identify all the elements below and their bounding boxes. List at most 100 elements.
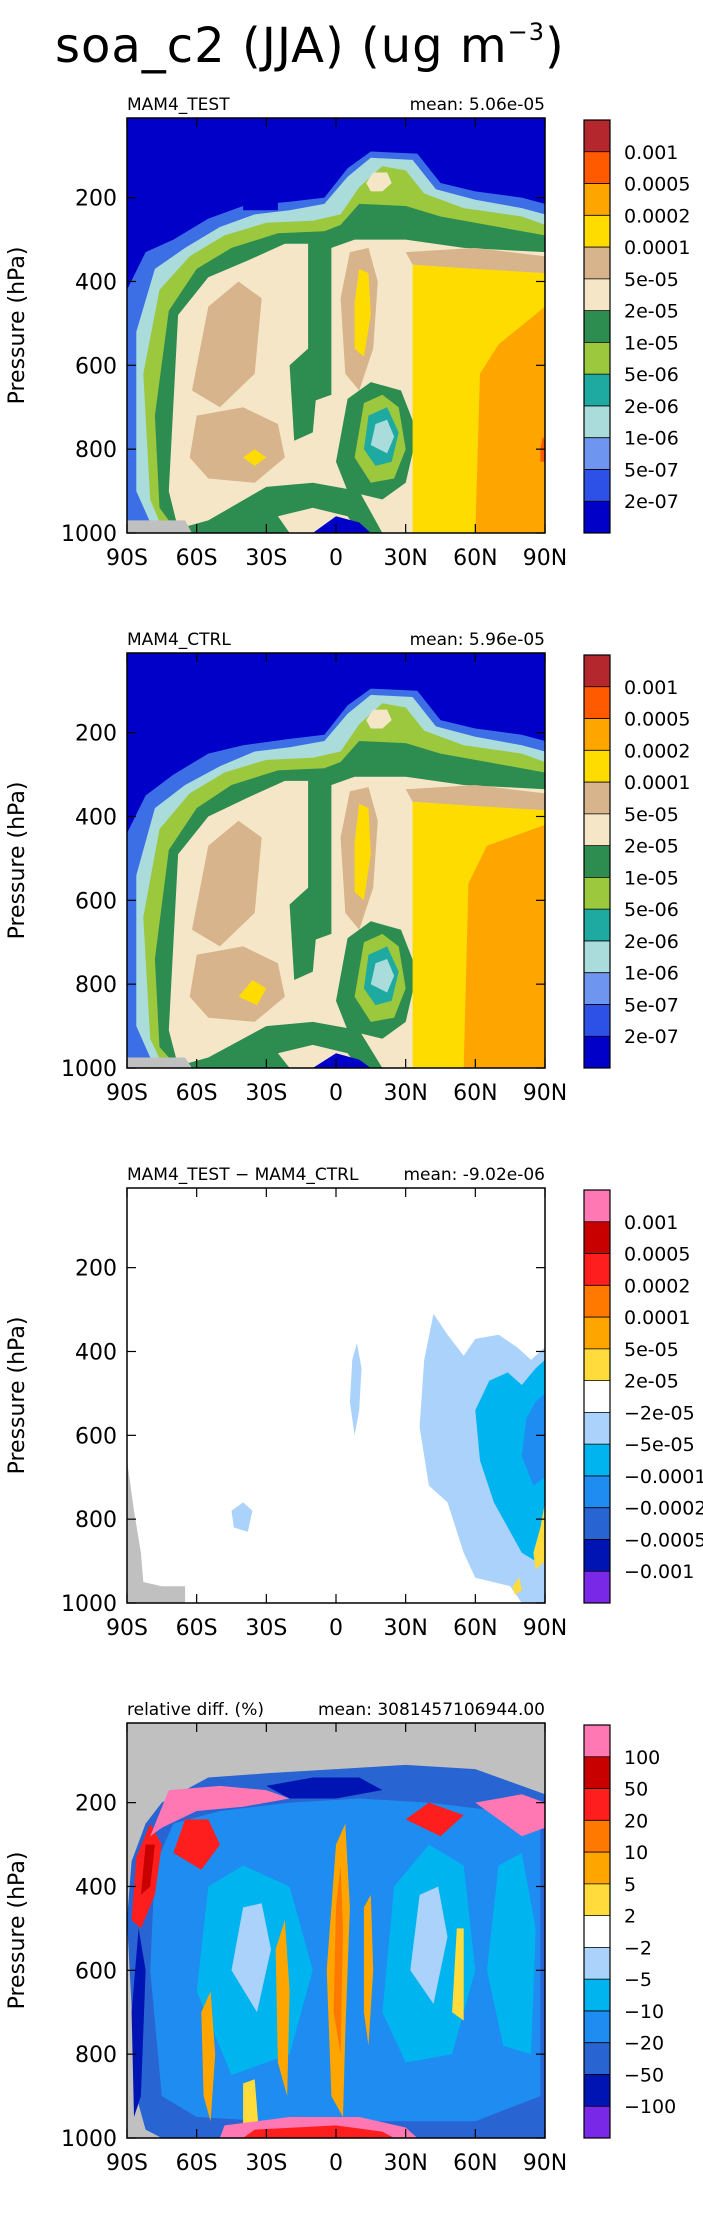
contour-region	[486, 1852, 536, 2055]
colorbar-frame	[583, 654, 611, 1069]
contour-region	[201, 1991, 216, 2122]
contour-region	[289, 348, 318, 441]
contour-region	[366, 709, 392, 729]
panel-mean: mean: -9.02e-06	[403, 1165, 545, 1185]
y-tick-label: 200	[75, 1792, 117, 1817]
contour-region	[363, 1894, 374, 2046]
contour-region	[131, 1928, 146, 2117]
colorbar-label: 0.001	[624, 1212, 678, 1234]
x-tick-label: 0	[329, 546, 343, 571]
plot-area	[127, 1723, 545, 2138]
colorbar-label: 1e-06	[624, 963, 679, 985]
colorbar-swatch	[584, 1979, 610, 2012]
colorbar-swatch	[584, 2074, 610, 2107]
contour-region	[521, 1393, 545, 1486]
contour-region	[192, 820, 262, 947]
colorbar-swatch	[584, 1883, 610, 1917]
colorbar-frame	[583, 119, 611, 534]
x-tick-label: 60S	[176, 2151, 218, 2176]
x-tick-label: 60N	[453, 2151, 497, 2176]
contour-region	[189, 946, 285, 1022]
colorbar-label: −0.001	[624, 1561, 694, 1583]
x-tick-label: 60S	[176, 546, 218, 571]
colorbar-swatch	[584, 782, 610, 815]
colorbar-label: 1e-05	[624, 867, 679, 889]
colorbar-swatch	[584, 1036, 610, 1069]
contour-region	[349, 1343, 362, 1436]
panel-title: relative diff. (%)	[127, 1700, 264, 1720]
y-tick-label: 1000	[61, 522, 117, 547]
colorbar-label: 0.0005	[624, 709, 690, 731]
colorbar-swatch	[584, 940, 610, 974]
colorbar-label: 20	[624, 1810, 648, 1832]
y-tick-label: 600	[75, 354, 117, 379]
contour-region	[231, 1903, 271, 2013]
y-tick-label: 1000	[61, 1057, 117, 1082]
colorbar-swatch	[584, 1571, 610, 1604]
contour-region	[312, 516, 371, 533]
x-tick-label: 90N	[523, 2151, 567, 2176]
contour-region	[370, 959, 395, 993]
colorbar-swatch	[584, 1820, 610, 1853]
contour-region	[452, 1928, 464, 2021]
colorbar-label: −5e-05	[624, 1434, 695, 1456]
contour-region	[140, 1844, 155, 1895]
colorbar-label: 2e-05	[624, 836, 679, 858]
x-tick-label: 90S	[106, 1616, 148, 1641]
y-tick-label: 400	[75, 270, 117, 295]
x-tick-label: 30N	[383, 1616, 427, 1641]
colorbar-label: −0.0002	[624, 1498, 703, 1520]
colorbar-swatch	[584, 718, 610, 751]
colorbar: 0.001 0.0005 0.0002 0.0001 5e-05 2e-05 1e-05 5e…	[583, 119, 690, 534]
colorbar-swatch	[584, 2042, 610, 2075]
contour-region	[243, 2125, 395, 2138]
y-tick-label: 1000	[61, 2127, 117, 2152]
panel-title: MAM4_TEST	[127, 95, 230, 115]
panel-svg: 90S 60S 30S 0 30N 60N 90N 200 400 600 800 1000 Press…	[5, 1700, 676, 2176]
colorbar-swatch	[584, 1317, 610, 1350]
colorbar-swatch	[584, 1915, 610, 1948]
colorbar-label: 2e-07	[624, 1026, 679, 1048]
colorbar-label: −50	[624, 2064, 664, 2086]
colorbar-label: 0.0005	[624, 174, 690, 196]
x-tick-label: 0	[329, 1616, 343, 1641]
colorbar-swatch	[584, 1444, 610, 1477]
colorbar-swatch	[584, 877, 610, 910]
colorbar-swatch	[584, 1756, 610, 1789]
x-tick-label: 30S	[245, 1081, 287, 1106]
colorbar-label: −0.0001	[624, 1466, 703, 1488]
colorbar-swatch	[584, 2106, 610, 2139]
colorbar-swatch	[584, 183, 610, 216]
colorbar-label: 50	[624, 1779, 648, 1801]
colorbar: 100 50 20 10 5 2 −2 −5 −10 −20 −50 −100	[583, 1724, 676, 2139]
figure-title: soa_c2 (JJA) (ug m−3)	[55, 2, 565, 76]
x-tick-label: 90N	[523, 1616, 567, 1641]
panel-svg: 90S 60S 30S 0 30N 60N 90N 200 400 600 800 1000 Press…	[5, 95, 690, 571]
colorbar-swatch	[584, 120, 610, 153]
contour-region	[410, 1886, 448, 2004]
colorbar-swatch	[584, 437, 610, 470]
colorbar-label: 2e-05	[624, 1371, 679, 1393]
colorbar-label: 0.001	[624, 677, 678, 699]
colorbar-label: 5e-07	[624, 994, 679, 1016]
contour-region	[266, 1777, 383, 1799]
colorbar-label: −2e-05	[624, 1402, 695, 1424]
colorbar-swatch	[584, 1221, 610, 1254]
colorbar-swatch	[584, 972, 610, 1005]
panel-mean: mean: 5.06e-05	[410, 95, 545, 115]
contour-region	[463, 824, 545, 1068]
colorbar-label: 0.0005	[624, 1244, 690, 1266]
colorbar-swatch	[584, 813, 610, 847]
colorbar: 0.001 0.0005 0.0002 0.0001 5e-05 2e-05 −2e-05 −…	[583, 1189, 703, 1604]
colorbar-label: 100	[624, 1747, 660, 1769]
contour-region	[150, 1785, 290, 1837]
colorbar-swatch	[584, 1788, 610, 1821]
y-tick-label: 800	[75, 2043, 117, 2068]
colorbar-swatch	[584, 1380, 610, 1413]
contour-region	[312, 1053, 371, 1068]
panel-title: MAM4_CTRL	[127, 630, 231, 650]
colorbar-label: 0.0001	[624, 772, 690, 794]
colorbar-swatch	[584, 1348, 610, 1382]
colorbar-swatch	[584, 1285, 610, 1318]
colorbar-swatch	[584, 310, 610, 343]
